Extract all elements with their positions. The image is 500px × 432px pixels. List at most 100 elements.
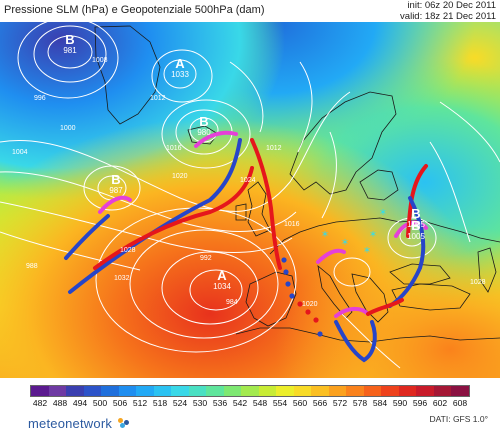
- pressure-value: 1005: [407, 220, 425, 229]
- scale-swatch: [451, 386, 469, 396]
- cold-front: [68, 138, 242, 294]
- pressure-value: 987: [109, 186, 123, 195]
- color-scale: 482 488 494 500 506 512 518 524 530 536 542 548 554 5…: [30, 385, 470, 409]
- svg-text:*: *: [364, 245, 370, 259]
- scale-label: 566: [312, 398, 328, 408]
- scale-label: 596: [412, 398, 428, 408]
- pressure-letter: A: [217, 268, 227, 283]
- isobar-label: 1020: [302, 301, 318, 308]
- scale-label: 560: [292, 398, 308, 408]
- snow-symbols: * * * * *: [322, 207, 386, 259]
- warm-front: [250, 138, 282, 270]
- isobar-label: 1020: [172, 173, 188, 180]
- scale-label: 488: [52, 398, 68, 408]
- isobar-label: 1024: [240, 177, 256, 184]
- scale-label: 530: [192, 398, 208, 408]
- brand-name: meteonetwork: [28, 416, 113, 431]
- scale-label: 512: [132, 398, 148, 408]
- isobar-label: 1004: [12, 149, 28, 156]
- warm-front: [406, 164, 428, 238]
- run-info: init: 06z 20 Dec 2011 valid: 18z 21 Dec …: [400, 0, 496, 22]
- scale-label: 554: [272, 398, 288, 408]
- scale-label: 494: [72, 398, 88, 408]
- scale-swatch: [118, 386, 137, 396]
- scale-swatch: [433, 386, 452, 396]
- geopotential-field: [0, 22, 500, 378]
- scale-label: 584: [372, 398, 388, 408]
- pressure-letter: B: [111, 172, 120, 187]
- isobar-label: 984: [226, 299, 238, 306]
- scale-label: 578: [352, 398, 368, 408]
- scale-swatch: [258, 386, 277, 396]
- isobar-label: 988: [26, 263, 38, 270]
- scale-label: 608: [452, 398, 468, 408]
- scale-label: 548: [252, 398, 268, 408]
- color-scale-labels: 482 488 494 500 506 512 518 524 530 536 542 548 554 5…: [30, 398, 470, 408]
- scale-swatch: [83, 386, 102, 396]
- scale-swatch: [136, 386, 154, 396]
- scale-swatch: [48, 386, 67, 396]
- pressure-letter: B: [199, 114, 208, 129]
- scale-label: 518: [152, 398, 168, 408]
- isobar-label: 992: [200, 255, 212, 262]
- weather-fronts: [64, 130, 428, 363]
- front-dots: [281, 257, 323, 337]
- scale-label: 572: [332, 398, 348, 408]
- isobar-label: 1000: [60, 125, 76, 132]
- valid-time: valid: 18z 21 Dec 2011: [400, 11, 496, 22]
- isobar-label: 1008: [92, 57, 108, 64]
- scale-label: 482: [32, 398, 48, 408]
- pressure-value: 1034: [213, 282, 231, 291]
- synoptic-map: * * * * * B 981 A 1033 B 980 B 987 A 1034 B 1005 B 10…: [0, 22, 500, 378]
- warm-front: [93, 166, 254, 270]
- scale-label: 500: [92, 398, 108, 408]
- brand-logo: meteonetwork: [28, 416, 130, 431]
- pressure-value: 980: [197, 128, 211, 137]
- scale-label: 590: [392, 398, 408, 408]
- scale-label: 506: [112, 398, 128, 408]
- scale-swatch: [328, 386, 347, 396]
- cold-front: [388, 196, 426, 308]
- isobar-label: 1016: [166, 145, 182, 152]
- scale-label: 524: [172, 398, 188, 408]
- scale-swatch: [398, 386, 417, 396]
- color-scale-bar: [30, 385, 470, 397]
- pressure-letter: B: [411, 218, 420, 233]
- scale-swatch: [293, 386, 312, 396]
- brand-dots-icon: [117, 418, 130, 428]
- isobar-label: 1016: [284, 221, 300, 228]
- scale-swatch: [188, 386, 207, 396]
- isobar-label: 1028: [470, 279, 486, 286]
- pressure-value: 1033: [171, 70, 189, 79]
- isobar-label: 996: [34, 95, 46, 102]
- occluded-front: [98, 195, 132, 214]
- init-time: init: 06z 20 Dec 2011: [407, 0, 496, 11]
- svg-text:*: *: [380, 207, 386, 221]
- pressure-letter: A: [175, 56, 185, 71]
- scale-swatch: [223, 386, 242, 396]
- scale-swatch: [206, 386, 224, 396]
- scale-swatch: [153, 386, 172, 396]
- svg-text:*: *: [322, 229, 328, 243]
- isobar-label: 1012: [266, 145, 282, 152]
- data-source: DATI: GFS 1.0°: [429, 414, 488, 424]
- scale-swatch: [276, 386, 294, 396]
- scale-swatch: [363, 386, 382, 396]
- scale-swatch: [101, 386, 119, 396]
- occluded-front: [316, 248, 346, 264]
- scale-swatch: [31, 386, 49, 396]
- scale-swatch: [346, 386, 364, 396]
- isobar-labels: 996 1000 1004 1008 1012 1016 1020 1024 1028 1032 9…: [12, 57, 486, 308]
- scale-label: 542: [232, 398, 248, 408]
- occluded-front: [194, 130, 238, 148]
- scale-swatch: [416, 386, 434, 396]
- pressure-value: 1005: [407, 232, 425, 241]
- isobar-label: 1032: [114, 275, 130, 282]
- cold-front: [64, 214, 110, 260]
- scale-swatch: [381, 386, 399, 396]
- occluded-front: [394, 220, 428, 238]
